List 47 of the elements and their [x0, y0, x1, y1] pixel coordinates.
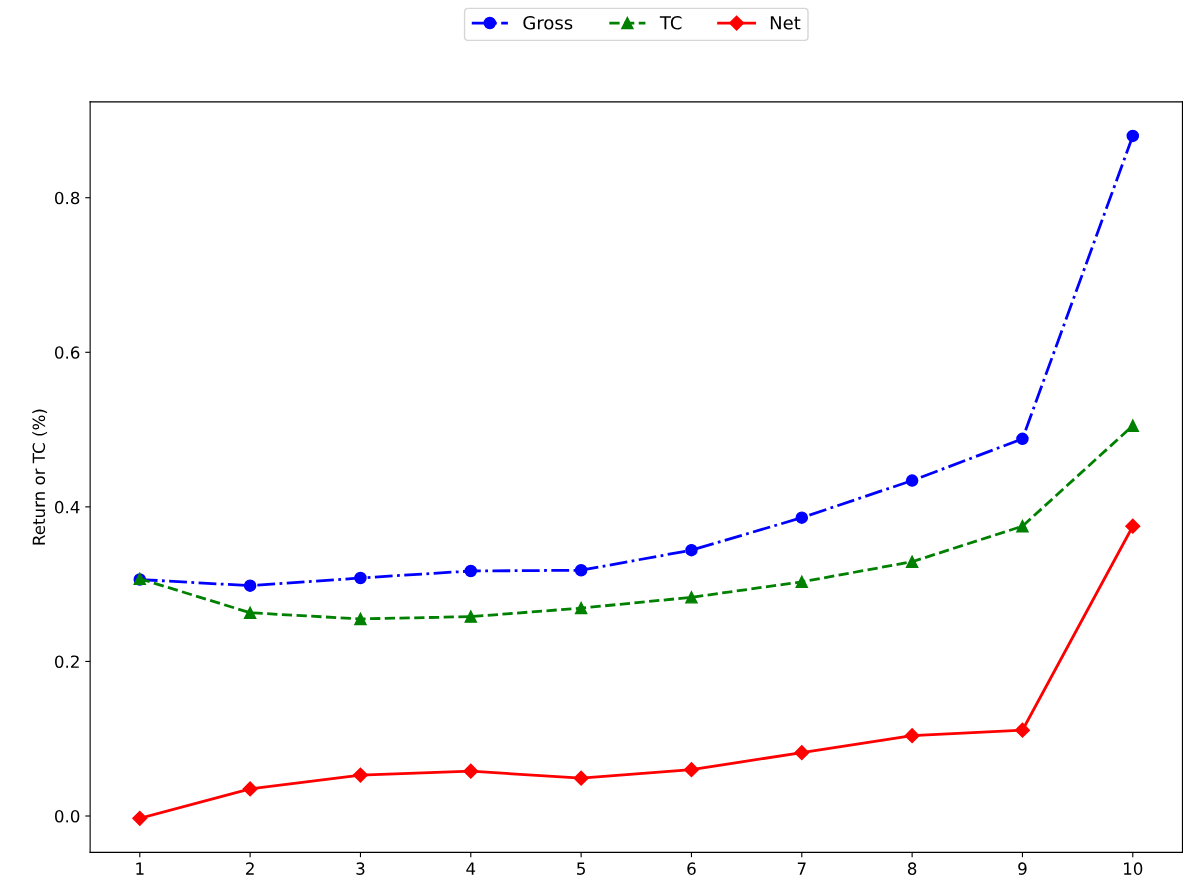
point [574, 563, 588, 577]
y-tick-label: 0.2 [55, 655, 79, 669]
point [354, 571, 367, 585]
point [683, 762, 700, 778]
point [905, 555, 919, 568]
x-tick-label: 10 [1124, 862, 1143, 875]
y-tick-label: 0.8 [55, 191, 80, 205]
x-tick-label: 3 [356, 862, 365, 875]
point [574, 601, 588, 615]
legend-label: Gross [523, 15, 573, 30]
point [243, 579, 257, 592]
point [463, 763, 479, 779]
point [904, 728, 920, 744]
x-tick-label: 7 [797, 862, 806, 875]
point [1126, 129, 1140, 143]
point [352, 767, 369, 783]
point [685, 591, 698, 604]
y-tick-label: 0.6 [55, 346, 80, 359]
point [905, 474, 919, 487]
point [464, 564, 478, 578]
x-tick-label: 9 [1018, 862, 1027, 875]
x-tick-label: 6 [687, 862, 696, 875]
y-axis-title: Return or TC (%) [32, 409, 48, 545]
point [794, 745, 810, 761]
legend-label: Net [770, 16, 801, 30]
point [464, 610, 478, 623]
point [1016, 432, 1029, 446]
point [242, 781, 258, 797]
y-tick-label: 0.0 [55, 809, 80, 823]
y-tick-label: 0.4 [55, 500, 80, 514]
point [1125, 518, 1141, 534]
point [795, 575, 809, 589]
x-tick-label: 1 [136, 862, 144, 875]
legend-label: TC [659, 15, 682, 30]
point [354, 612, 367, 626]
x-tick-label: 2 [246, 862, 254, 875]
point [1016, 519, 1029, 533]
point [795, 511, 809, 524]
x-tick-label: 8 [907, 862, 917, 875]
point [573, 770, 589, 786]
x-tick-label: 4 [466, 862, 476, 875]
point [1014, 722, 1031, 738]
point [243, 606, 257, 619]
point [1126, 419, 1140, 432]
point [132, 810, 148, 826]
point [685, 543, 698, 557]
x-tick-label: 5 [577, 862, 585, 875]
